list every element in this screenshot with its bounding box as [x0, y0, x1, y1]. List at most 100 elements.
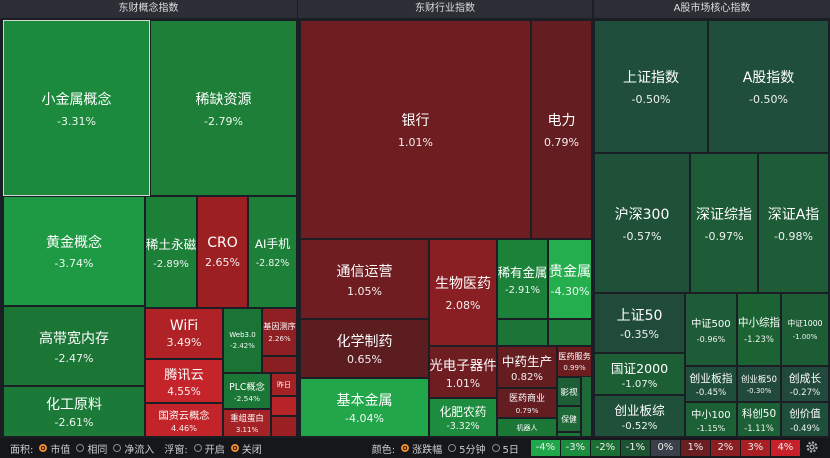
tile-name: AI手机 — [254, 237, 291, 252]
tile-name: 中证1000 — [787, 319, 823, 329]
tile[interactable]: PLC概念 -2.54% — [223, 373, 271, 409]
legend-swatch: -4% — [530, 440, 560, 456]
tile-name: 中小综指 — [737, 317, 781, 330]
tile-name: 深证综指 — [696, 206, 752, 223]
tile-name: 沪深300 — [614, 206, 670, 223]
tile-change: -0.45% — [695, 387, 727, 398]
radio-button[interactable] — [230, 444, 239, 452]
tile[interactable]: 贵金属 -4.30% — [548, 239, 592, 319]
tile-change: -1.11% — [744, 422, 774, 433]
tile[interactable]: 机器人 — [497, 418, 557, 437]
tile[interactable]: 中药生产 0.82% — [497, 346, 557, 388]
tile-unlabeled — [497, 319, 548, 346]
tile-name: 影视 — [560, 388, 578, 398]
tile[interactable]: 国证2000 -1.07% — [594, 353, 685, 395]
tile[interactable]: Web3.0 -2.42% — [223, 308, 262, 373]
control-group: 面积: 市值 相同 净流入 — [10, 441, 154, 456]
tile[interactable]: 生物医药 2.08% — [429, 239, 497, 346]
tile-change: -2.82% — [255, 257, 290, 269]
radio-option[interactable]: 涨跌幅 — [401, 441, 442, 456]
tile[interactable]: 中证500 -0.96% — [685, 293, 737, 366]
radio-button[interactable] — [491, 444, 500, 452]
radio-button[interactable] — [76, 444, 85, 452]
option-text: 关闭 — [241, 444, 262, 456]
tile-name: 化工原料 — [46, 396, 102, 413]
tile[interactable]: 高带宽内存 -2.47% — [3, 306, 145, 386]
radio-option[interactable]: 净流入 — [113, 441, 154, 456]
tile[interactable]: 科创50 -1.11% — [737, 402, 781, 437]
tile[interactable]: AI手机 -2.82% — [248, 196, 297, 308]
tile[interactable]: 黄金概念 -3.74% — [3, 196, 145, 306]
tile[interactable]: A股指数 -0.50% — [708, 20, 829, 153]
tile[interactable]: 小金属概念 -3.31% — [3, 20, 150, 196]
tile[interactable]: 化学制药 0.65% — [300, 319, 429, 378]
tile[interactable]: 创价值 -0.49% — [781, 402, 829, 437]
tile[interactable]: CRO 2.65% — [197, 196, 248, 308]
tile[interactable]: 上证指数 -0.50% — [594, 20, 708, 153]
control-bar: 面积: 市值 相同 净流入 浮窗: 开启 关闭 颜色: 涨跌幅 5分钟 5日 -4% -3% -2% -1%… — [0, 438, 830, 458]
tile-change: -2.54% — [233, 394, 261, 404]
tile-name: 国证2000 — [610, 360, 669, 376]
tile[interactable]: 通信运营 1.05% — [300, 239, 429, 319]
radio-button[interactable] — [401, 444, 410, 452]
tile-name: 创成长 — [788, 372, 822, 386]
tile[interactable]: 腾讯云 4.55% — [145, 359, 223, 403]
tile[interactable]: 医药商业 0.79% — [497, 388, 557, 418]
tile[interactable]: 上证50 -0.35% — [594, 293, 685, 353]
tile[interactable]: 基本金属 -4.04% — [300, 378, 429, 437]
radio-button[interactable] — [39, 444, 48, 452]
legend-swatch: 1% — [680, 440, 710, 456]
tile[interactable]: 创业板指 -0.45% — [685, 366, 737, 402]
radio-option[interactable]: 5日 — [491, 441, 519, 456]
tile[interactable]: 化工原料 -2.61% — [3, 386, 145, 437]
radio-option[interactable]: 相同 — [76, 441, 107, 456]
tile[interactable]: 稀缺资源 -2.79% — [150, 20, 297, 196]
tile[interactable]: 影视 — [557, 377, 581, 406]
tile[interactable]: 中小100 -1.15% — [685, 402, 737, 437]
radio-option[interactable]: 5分钟 — [448, 441, 486, 456]
tile-change: -3.31% — [57, 114, 96, 128]
radio-button[interactable] — [113, 444, 122, 452]
tile[interactable]: 医药服务 0.99% — [557, 346, 592, 377]
tile[interactable]: 光电子器件 1.01% — [429, 346, 497, 398]
tile[interactable]: 深证A指 -0.98% — [758, 153, 829, 293]
tile-name: 基因测序 — [263, 321, 296, 332]
control-label: 浮窗: — [164, 444, 188, 456]
tile-name: 医药商业 — [508, 394, 545, 405]
tile-change: -0.49% — [790, 422, 820, 433]
tile-change: -3.74% — [54, 257, 94, 271]
tile[interactable]: 中小综指 -1.23% — [737, 293, 781, 366]
radio-option[interactable]: 关闭 — [230, 441, 262, 456]
tile[interactable]: 重组蛋白 3.11% — [223, 409, 271, 437]
control-label: 面积: — [10, 444, 34, 456]
tile[interactable]: 国资云概念 4.46% — [145, 403, 223, 437]
tile[interactable]: 创业板综 -0.52% — [594, 395, 685, 437]
tile[interactable]: 稀有金属 -2.91% — [497, 239, 548, 319]
tile[interactable]: 创业板50 -0.30% — [737, 366, 781, 402]
tile[interactable]: 创成长 -0.27% — [781, 366, 829, 402]
tile[interactable]: WiFi 3.49% — [145, 308, 223, 359]
settings-icon[interactable] — [805, 440, 819, 454]
radio-option[interactable]: 开启 — [193, 441, 225, 456]
panel-title: 东财行业指数 — [298, 0, 592, 18]
tile[interactable]: 电力 0.79% — [531, 20, 592, 239]
tile[interactable]: 基因测序 2.26% — [262, 308, 297, 356]
tile-change: 0.65% — [347, 353, 382, 367]
tile-name: 稀有金属 — [497, 265, 548, 280]
tile[interactable]: 昨日 — [271, 373, 297, 396]
radio-button[interactable] — [448, 444, 457, 452]
tile[interactable]: 稀土永磁 -2.89% — [145, 196, 197, 308]
tile[interactable]: 中证1000 -1.00% — [781, 293, 829, 366]
radio-option[interactable]: 市值 — [39, 441, 70, 456]
tile-name: 机器人 — [516, 423, 538, 432]
tile[interactable]: 化肥农药 -3.32% — [429, 398, 497, 437]
tile[interactable]: 保健 — [557, 406, 581, 432]
tile[interactable]: 银行 1.01% — [300, 20, 531, 239]
tile-name: 光电子器件 — [429, 358, 497, 375]
tile-change: 3.11% — [235, 425, 259, 434]
tile[interactable]: 沪深300 -0.57% — [594, 153, 690, 293]
tile[interactable]: 深证综指 -0.97% — [690, 153, 758, 293]
tile-name: 中证500 — [691, 319, 731, 331]
tile-name: 化学制药 — [336, 333, 393, 350]
radio-button[interactable] — [193, 444, 202, 452]
